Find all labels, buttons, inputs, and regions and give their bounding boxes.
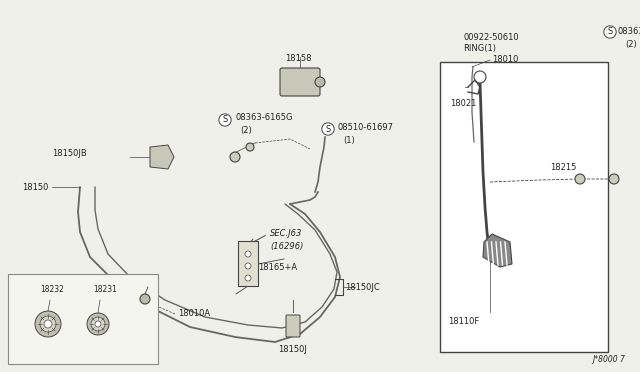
Circle shape (575, 174, 585, 184)
Text: J*8000 7: J*8000 7 (592, 355, 625, 364)
Text: 18215: 18215 (550, 163, 577, 172)
Text: SEC.J63: SEC.J63 (270, 230, 302, 238)
Text: 18150JC: 18150JC (345, 282, 380, 292)
Circle shape (245, 251, 251, 257)
Text: S: S (607, 28, 612, 36)
Text: S: S (222, 115, 228, 125)
Circle shape (91, 317, 105, 331)
FancyBboxPatch shape (286, 315, 300, 337)
Circle shape (609, 174, 619, 184)
Text: (1): (1) (343, 135, 355, 144)
Text: 18231: 18231 (93, 285, 117, 294)
Text: (2): (2) (625, 39, 637, 48)
Text: 18110F: 18110F (448, 317, 479, 326)
Circle shape (95, 321, 101, 327)
Text: 00922-50610: 00922-50610 (463, 32, 518, 42)
Text: 18232: 18232 (40, 285, 64, 294)
Polygon shape (150, 145, 174, 169)
Text: 08363-61638: 08363-61638 (618, 28, 640, 36)
Text: S: S (325, 125, 331, 134)
Text: 18150J: 18150J (278, 345, 307, 354)
Text: 18165+A: 18165+A (258, 263, 297, 272)
Circle shape (35, 311, 61, 337)
Circle shape (44, 320, 52, 328)
Circle shape (140, 294, 150, 304)
Text: 08363-6165G: 08363-6165G (235, 113, 292, 122)
Text: 18150JB: 18150JB (52, 150, 87, 158)
Text: 18010A: 18010A (178, 309, 210, 318)
Circle shape (246, 143, 254, 151)
Circle shape (245, 263, 251, 269)
Polygon shape (483, 234, 512, 267)
Text: RING(1): RING(1) (463, 44, 496, 52)
Text: 18010: 18010 (492, 55, 518, 64)
Circle shape (315, 77, 325, 87)
Text: (16296): (16296) (270, 241, 303, 250)
Circle shape (230, 152, 240, 162)
Circle shape (245, 275, 251, 281)
Text: (2): (2) (240, 126, 252, 135)
Text: 08510-61697: 08510-61697 (338, 122, 394, 131)
Bar (238, 241, 258, 286)
Circle shape (87, 313, 109, 335)
Text: 18021: 18021 (450, 99, 476, 109)
Circle shape (474, 71, 486, 83)
Text: 18150: 18150 (22, 183, 48, 192)
Circle shape (40, 316, 56, 332)
FancyBboxPatch shape (280, 68, 320, 96)
Text: 18158: 18158 (285, 54, 312, 63)
Bar (8, 274, 158, 364)
Bar (440, 62, 608, 352)
